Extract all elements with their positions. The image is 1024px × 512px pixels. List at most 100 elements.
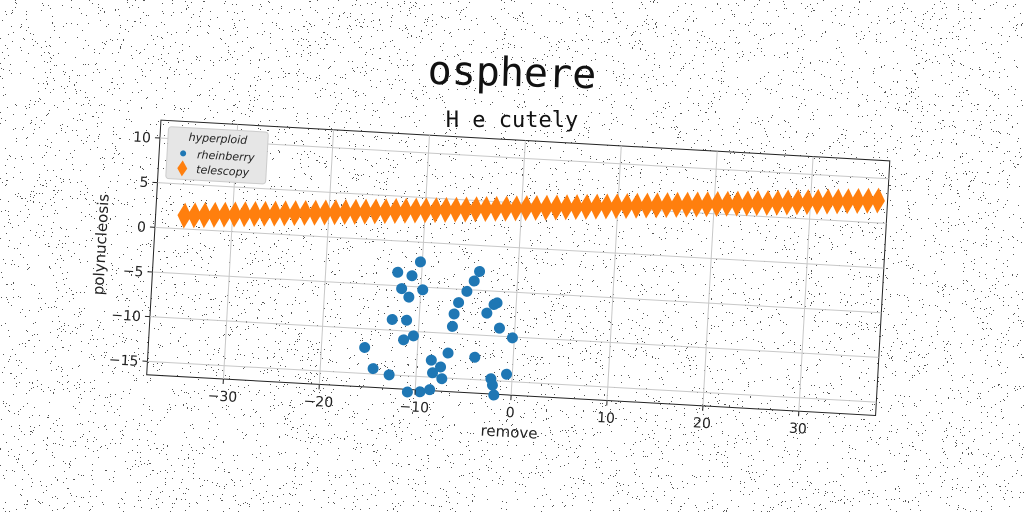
y-tick-label: 5 bbox=[139, 175, 149, 191]
rheinberry-point bbox=[417, 284, 429, 296]
y-grid-line bbox=[152, 271, 882, 314]
legend-marker-rheinberry bbox=[180, 150, 187, 157]
x-tick-label: −30 bbox=[207, 388, 237, 406]
telescopy-point bbox=[338, 199, 353, 226]
rheinberry-point bbox=[442, 347, 454, 359]
telescopy-point bbox=[529, 194, 544, 221]
telescopy-point bbox=[740, 190, 755, 217]
rheinberry-point bbox=[383, 369, 395, 381]
telescopy-point bbox=[187, 202, 202, 229]
rheinberry-point bbox=[367, 363, 379, 375]
telescopy-point bbox=[398, 197, 413, 224]
legend-title: hyperploid bbox=[188, 131, 248, 147]
telescopy-point bbox=[448, 196, 463, 223]
telescopy-point bbox=[649, 192, 664, 219]
x-grid-line bbox=[702, 151, 718, 406]
telescopy-point bbox=[318, 199, 333, 226]
telescopy-point bbox=[680, 191, 694, 218]
telescopy-point bbox=[690, 191, 705, 218]
legend-box bbox=[165, 126, 269, 185]
rheinberry-point bbox=[474, 265, 486, 277]
x-axis-ticks: −30 −20 −10 0 10 20 30 bbox=[207, 379, 807, 438]
telescopy-point bbox=[810, 188, 825, 215]
telescopy-point bbox=[177, 202, 192, 229]
rheinberry-point bbox=[436, 373, 448, 385]
telescopy-point bbox=[700, 191, 715, 218]
telescopy-point bbox=[237, 201, 252, 228]
rheinberry-point bbox=[392, 266, 404, 278]
telescopy-point bbox=[629, 192, 644, 219]
x-tick-label: −10 bbox=[399, 399, 429, 417]
telescopy-point bbox=[639, 192, 654, 219]
telescopy-point bbox=[579, 193, 594, 220]
telescopy-point bbox=[388, 198, 403, 224]
telescopy-point bbox=[559, 194, 574, 221]
rheinberry-point bbox=[414, 256, 426, 268]
y-tick-label: −10 bbox=[111, 308, 141, 326]
telescopy-point bbox=[659, 192, 674, 219]
rheinberry-point bbox=[396, 283, 408, 295]
telescopy-point bbox=[770, 189, 785, 216]
rheinberry-point bbox=[359, 341, 371, 353]
telescopy-point bbox=[378, 198, 393, 225]
rheinberry-point bbox=[427, 367, 439, 379]
y-grid-line bbox=[154, 226, 884, 269]
telescopy-point bbox=[257, 200, 272, 227]
rheinberry-point bbox=[481, 307, 493, 319]
rheinberry-point bbox=[488, 389, 500, 401]
telescopy-point bbox=[820, 188, 835, 215]
telescopy-point bbox=[348, 198, 363, 225]
telescopy-point bbox=[790, 189, 805, 216]
telescopy-point bbox=[298, 199, 313, 226]
rheinberry-point bbox=[425, 354, 437, 366]
telescopy-point bbox=[328, 199, 343, 226]
legend: hyperploid rheinberry telescopy bbox=[165, 126, 269, 185]
x-tick-label: −20 bbox=[303, 394, 333, 412]
rheinberry-point bbox=[469, 351, 481, 363]
x-axis-label: remove bbox=[480, 421, 538, 442]
telescopy-point bbox=[468, 196, 483, 223]
telescopy-point bbox=[519, 195, 534, 222]
telescopy-point bbox=[840, 188, 855, 215]
y-axis-label: polynucleosis bbox=[89, 193, 113, 295]
telescopy-point bbox=[669, 191, 684, 218]
rheinberry-point bbox=[398, 334, 410, 346]
telescopy-point bbox=[549, 194, 564, 221]
y-tick-label: −5 bbox=[122, 263, 144, 280]
telescopy-point bbox=[277, 200, 292, 227]
telescopy-point bbox=[850, 188, 865, 214]
telescopy-point bbox=[418, 197, 433, 224]
telescopy-point bbox=[227, 201, 242, 228]
y-tick-label: 0 bbox=[137, 219, 147, 235]
y-grid-line bbox=[159, 137, 889, 180]
telescopy-point bbox=[478, 196, 493, 223]
rheinberry-point bbox=[424, 384, 436, 396]
telescopy-point bbox=[509, 195, 524, 222]
y-tick-label: −15 bbox=[108, 352, 138, 370]
rheinberry-point bbox=[468, 275, 480, 287]
rheinberry-point bbox=[486, 379, 498, 391]
rheinberry-point bbox=[401, 386, 413, 398]
telescopy-point bbox=[720, 190, 735, 217]
telescopy-point bbox=[428, 197, 443, 224]
chart-subtitle: H e cutely bbox=[445, 108, 579, 133]
telescopy-point bbox=[730, 190, 745, 217]
telescopy-point bbox=[308, 199, 323, 226]
telescopy-point bbox=[539, 194, 554, 221]
telescopy-point bbox=[458, 196, 473, 223]
x-tick-label: 30 bbox=[788, 421, 807, 438]
telescopy-point bbox=[830, 188, 845, 215]
telescopy-point bbox=[619, 193, 634, 219]
y-grid-line bbox=[147, 360, 877, 403]
rheinberry-point bbox=[488, 299, 500, 311]
data-marks bbox=[177, 187, 885, 401]
x-grid-line bbox=[318, 129, 335, 385]
rheinberry-point bbox=[446, 320, 458, 332]
x-tick-label: 20 bbox=[693, 415, 712, 432]
telescopy-point bbox=[800, 189, 815, 216]
telescopy-point bbox=[207, 201, 222, 228]
telescopy-point bbox=[247, 201, 262, 228]
telescopy-point bbox=[217, 201, 232, 228]
telescopy-point bbox=[870, 187, 885, 214]
rheinberry-point bbox=[407, 330, 419, 342]
